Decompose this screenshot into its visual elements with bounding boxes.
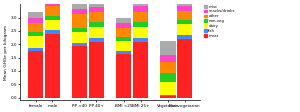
Bar — [160, 82, 176, 95]
Bar — [28, 23, 44, 32]
Bar — [133, 38, 148, 42]
Legend: misc, snacks/drinks, other, non-veg, dairy, fish, meat: misc, snacks/drinks, other, non-veg, dai… — [204, 4, 235, 38]
Bar — [133, 0, 148, 6]
Bar — [28, 37, 44, 48]
Bar — [72, 0, 87, 9]
Bar — [72, 9, 87, 14]
Bar — [28, 18, 44, 23]
Bar — [89, 42, 104, 98]
Y-axis label: Mean GHGe per kilogram: Mean GHGe per kilogram — [4, 25, 8, 80]
Bar — [45, 34, 60, 98]
Bar — [133, 42, 148, 98]
Bar — [72, 28, 87, 32]
Bar — [133, 6, 148, 12]
Bar — [177, 20, 192, 24]
Bar — [177, 5, 192, 11]
Bar — [177, 35, 192, 39]
Bar — [89, 0, 104, 7]
Bar — [45, 16, 60, 20]
Bar — [28, 48, 44, 51]
Bar — [45, 0, 60, 1]
Bar — [160, 73, 176, 82]
Bar — [72, 32, 87, 43]
Bar — [45, 30, 60, 34]
Bar — [116, 54, 131, 98]
Bar — [89, 38, 104, 42]
Bar — [160, 41, 176, 55]
Bar — [89, 22, 104, 27]
Bar — [116, 41, 131, 51]
Bar — [133, 22, 148, 27]
Bar — [177, 0, 192, 5]
Bar — [89, 27, 104, 38]
Bar — [160, 62, 176, 73]
Bar — [160, 95, 176, 96]
Bar — [28, 12, 44, 18]
Bar — [45, 1, 60, 6]
Bar — [116, 17, 131, 23]
Bar — [116, 37, 131, 41]
Bar — [72, 14, 87, 28]
Bar — [177, 39, 192, 98]
Bar — [116, 51, 131, 54]
Bar — [28, 51, 44, 98]
Bar — [72, 43, 87, 46]
Bar — [177, 11, 192, 20]
Bar — [72, 46, 87, 98]
Bar — [116, 28, 131, 37]
Bar — [89, 12, 104, 22]
Bar — [133, 27, 148, 38]
Bar — [45, 6, 60, 16]
Bar — [133, 12, 148, 22]
Bar — [160, 55, 176, 62]
Bar — [116, 23, 131, 28]
Bar — [45, 20, 60, 30]
Bar — [177, 24, 192, 35]
Bar — [28, 32, 44, 37]
Bar — [160, 96, 176, 98]
Bar — [89, 7, 104, 12]
